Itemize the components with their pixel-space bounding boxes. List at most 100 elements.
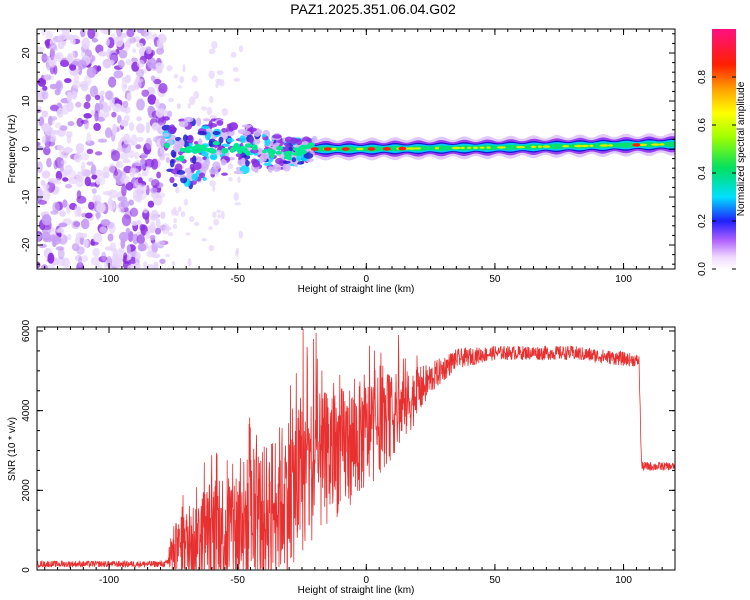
noise-blob bbox=[125, 181, 134, 191]
noise-blob bbox=[113, 70, 124, 79]
noise-blob bbox=[123, 252, 128, 261]
noise-blob bbox=[67, 234, 72, 241]
scatter-core bbox=[244, 143, 253, 148]
noise-blob bbox=[107, 233, 114, 242]
noise-blob bbox=[155, 218, 161, 229]
noise-blob bbox=[100, 29, 110, 35]
scatter-blob bbox=[170, 149, 177, 158]
scatter-blob bbox=[221, 128, 228, 133]
scatter-core bbox=[221, 147, 229, 154]
noise-blob bbox=[187, 258, 192, 267]
scatter-blob bbox=[218, 136, 224, 144]
scatter-blob bbox=[197, 130, 207, 136]
noise-blob bbox=[110, 150, 121, 162]
ridge-peak bbox=[367, 147, 376, 151]
ridge-core bbox=[562, 145, 570, 148]
noise-blob bbox=[104, 90, 113, 101]
noise-blob bbox=[46, 264, 56, 269]
noise-blob bbox=[59, 164, 64, 172]
noise-blob bbox=[80, 152, 90, 161]
ridge-core bbox=[356, 147, 364, 151]
noise-blob bbox=[116, 115, 122, 124]
noise-blob bbox=[125, 59, 133, 66]
scatter-blob bbox=[241, 157, 246, 164]
scatter-blob bbox=[282, 163, 291, 172]
noise-blob bbox=[177, 85, 182, 89]
scatter-blob bbox=[196, 117, 202, 127]
noise-blob bbox=[66, 135, 72, 144]
noise-blob bbox=[237, 176, 241, 184]
scatter-blob bbox=[178, 139, 185, 148]
noise-blob bbox=[208, 48, 216, 55]
noise-blob bbox=[88, 201, 95, 210]
noise-blob bbox=[136, 220, 142, 226]
noise-blob bbox=[76, 190, 82, 200]
noise-blob bbox=[95, 177, 101, 185]
noise-blob bbox=[121, 80, 128, 92]
noise-blob bbox=[126, 253, 132, 261]
ridge-core bbox=[467, 146, 472, 149]
noise-blob bbox=[165, 253, 171, 258]
noise-blob bbox=[156, 47, 165, 55]
x-tick-label: 100 bbox=[615, 274, 632, 285]
noise-blob bbox=[66, 131, 73, 138]
noise-blob bbox=[114, 35, 124, 48]
noise-blob bbox=[45, 30, 53, 40]
ridge-core bbox=[530, 145, 537, 148]
noise-blob bbox=[108, 200, 116, 212]
scatter-blob bbox=[165, 157, 170, 163]
noise-blob bbox=[126, 29, 135, 38]
noise-blob bbox=[54, 88, 61, 96]
scatter-blob bbox=[167, 127, 177, 134]
noise-blob bbox=[42, 183, 50, 190]
noise-blob bbox=[96, 103, 104, 111]
noise-blob bbox=[232, 67, 239, 72]
noise-blob bbox=[127, 264, 136, 269]
scatter-core bbox=[237, 148, 243, 155]
scatter-blob bbox=[215, 150, 224, 155]
ridge-core bbox=[542, 145, 551, 148]
scatter-blob bbox=[190, 180, 197, 185]
noise-blob bbox=[56, 107, 64, 118]
ridge-core bbox=[406, 147, 417, 150]
ridge-core bbox=[638, 143, 648, 146]
snr-series-line bbox=[36, 328, 676, 570]
noise-blob bbox=[67, 121, 75, 127]
noise-blob bbox=[83, 238, 89, 248]
scatter-core bbox=[295, 147, 302, 152]
scatter-blob bbox=[300, 160, 305, 165]
noise-blob bbox=[156, 38, 164, 49]
noise-blob bbox=[201, 238, 207, 242]
noise-blob bbox=[121, 142, 132, 154]
noise-blob bbox=[124, 74, 131, 84]
scatter-blob bbox=[212, 161, 221, 170]
noise-blob bbox=[41, 123, 51, 132]
ridge-peak bbox=[632, 143, 641, 147]
scatter-blob bbox=[163, 132, 170, 137]
noise-blob bbox=[104, 246, 114, 251]
noise-blob bbox=[102, 191, 113, 196]
scatter-blob bbox=[220, 158, 227, 166]
scatter-blob bbox=[192, 162, 202, 170]
scatter-blob bbox=[203, 118, 211, 122]
noise-blob bbox=[121, 214, 132, 227]
noise-blob bbox=[201, 106, 208, 111]
noise-blob bbox=[136, 136, 144, 143]
noise-blob bbox=[93, 232, 102, 244]
noise-blob bbox=[135, 42, 144, 48]
noise-blob bbox=[66, 169, 76, 178]
noise-blob bbox=[86, 148, 94, 155]
noise-blob bbox=[41, 110, 49, 118]
noise-blob bbox=[151, 179, 160, 188]
noise-blob bbox=[49, 234, 60, 242]
scatter-core bbox=[262, 149, 267, 154]
y-tick-label: 20 bbox=[21, 47, 32, 59]
noise-blob bbox=[230, 51, 237, 58]
scatter-blob bbox=[249, 136, 254, 144]
noise-blob bbox=[108, 221, 116, 234]
ridge-core bbox=[434, 147, 440, 150]
y-tick-label: 4000 bbox=[21, 399, 32, 422]
noise-blob bbox=[37, 261, 41, 268]
